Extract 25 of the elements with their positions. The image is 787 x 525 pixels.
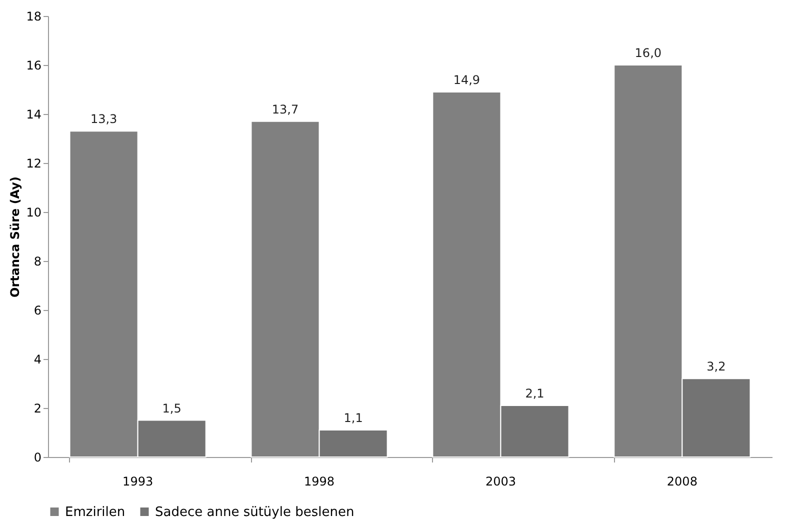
y-tick-label: 6 xyxy=(34,304,42,318)
y-axis-title: Ortanca Süre (Ay) xyxy=(8,176,22,298)
legend-label: Emzirilen xyxy=(65,504,126,520)
y-tick-label: 2 xyxy=(34,402,42,416)
data-label: 2,1 xyxy=(525,386,544,401)
y-tick-label: 14 xyxy=(26,108,42,122)
legend-label: Sadece anne sütüyle beslenen xyxy=(155,504,354,520)
data-label: 13,7 xyxy=(272,102,299,116)
data-label: 16,0 xyxy=(634,46,662,60)
y-tick-label: 8 xyxy=(34,254,42,268)
x-tick-label: 1993 xyxy=(122,474,154,488)
data-label: 1,5 xyxy=(162,401,182,416)
y-tick-label: 18 xyxy=(26,10,42,24)
data-label: 3,2 xyxy=(706,360,726,374)
x-tick-label: 2008 xyxy=(666,474,698,488)
y-tick-label: 16 xyxy=(26,58,42,72)
x-tick-label: 2003 xyxy=(485,474,516,488)
data-label: 13,3 xyxy=(90,112,118,126)
data-label: 14,9 xyxy=(453,72,480,87)
x-tick-label: 1998 xyxy=(304,474,335,488)
y-tick-label: 12 xyxy=(26,156,42,170)
y-tick-label: 10 xyxy=(26,206,42,220)
y-tick-label: 4 xyxy=(34,352,42,366)
y-tick-label: 0 xyxy=(34,450,42,464)
data-label: 1,1 xyxy=(344,411,363,426)
